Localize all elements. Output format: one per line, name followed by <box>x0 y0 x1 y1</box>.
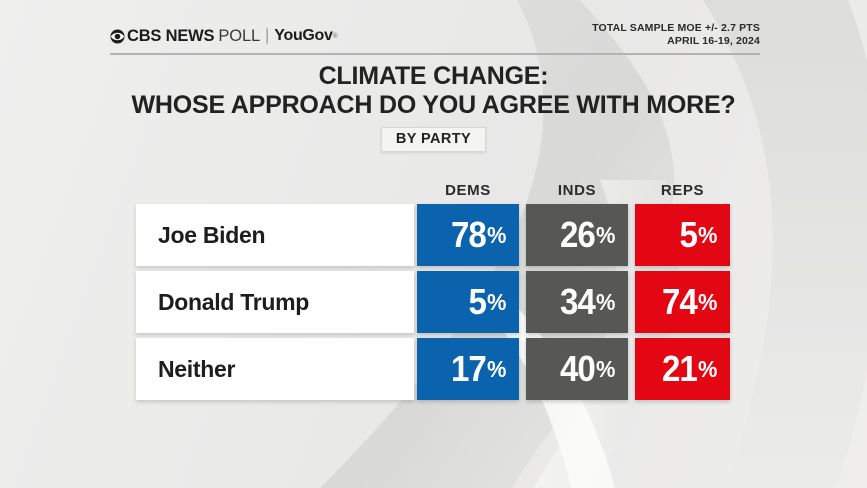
value-cell-reps: 74 % <box>635 271 730 333</box>
percent-sign: % <box>486 221 506 248</box>
header-divider <box>110 53 760 55</box>
value-number: 21 <box>661 348 698 389</box>
moe-line: TOTAL SAMPLE MOE +/- 2.7 PTS <box>592 22 760 34</box>
value-number: 34 <box>559 281 596 322</box>
cbs-news-poll-logo: CBS NEWS POLL | YouGov ® <box>110 24 338 48</box>
table-row: Joe Biden 78 % 26 % 5 % <box>136 204 730 266</box>
value-number: 17 <box>450 348 487 389</box>
value-cell-inds: 40 % <box>526 338 628 400</box>
value-number: 5 <box>679 214 697 255</box>
yougov-trademark-icon: ® <box>332 32 338 40</box>
column-header-dems: DEMS <box>445 182 491 199</box>
title-line-2: WHOSE APPROACH DO YOU AGREE WITH MORE? <box>131 90 736 119</box>
value-number: 74 <box>661 281 698 322</box>
value-number: 5 <box>468 281 486 322</box>
row-label: Joe Biden <box>158 221 266 248</box>
value-cell-dems: 78 % <box>417 204 519 266</box>
subtitle-chip: BY PARTY <box>380 127 487 152</box>
row-label: Neither <box>158 355 236 382</box>
table-row: Neither 17 % 40 % 21 % <box>136 338 730 400</box>
row-label-cell: Neither <box>136 338 414 400</box>
percent-sign: % <box>697 288 717 315</box>
margin-of-error-block: TOTAL SAMPLE MOE +/- 2.7 PTS APRIL 16-19… <box>592 22 760 48</box>
percent-sign: % <box>697 355 717 382</box>
row-label-cell: Donald Trump <box>136 271 414 333</box>
value-number: 78 <box>450 214 487 255</box>
percent-sign: % <box>697 221 717 248</box>
value-cell-reps: 21 % <box>635 338 730 400</box>
percent-sign: % <box>595 288 615 315</box>
poll-date-line: APRIL 16-19, 2024 <box>667 35 760 48</box>
column-header-inds: INDS <box>557 182 597 199</box>
poll-text: POLL <box>218 26 261 45</box>
row-label-cell: Joe Biden <box>136 204 414 266</box>
title-line-1: CLIMATE CHANGE: <box>318 62 549 90</box>
table-row: Donald Trump 5 % 34 % 74 % <box>136 271 730 333</box>
column-header-reps: REPS <box>660 182 705 199</box>
percent-sign: % <box>486 355 506 382</box>
value-cell-dems: 5 % <box>417 271 519 333</box>
column-header-row: DEMS INDS REPS <box>136 182 730 204</box>
cbs-eye-icon <box>110 29 125 43</box>
percent-sign: % <box>595 355 615 382</box>
value-number: 26 <box>559 214 596 255</box>
logo-separator: | <box>265 27 270 44</box>
value-number: 40 <box>559 348 596 389</box>
results-table: DEMS INDS REPS Joe Biden 78 % 26 % 5 % <box>136 182 730 400</box>
percent-sign: % <box>486 288 506 315</box>
value-cell-inds: 26 % <box>526 204 628 266</box>
row-label: Donald Trump <box>158 288 310 315</box>
header-row: CBS NEWS POLL | YouGov ® TOTAL SAMPLE MO… <box>110 22 760 52</box>
value-cell-inds: 34 % <box>526 271 628 333</box>
percent-sign: % <box>595 221 615 248</box>
value-cell-dems: 17 % <box>417 338 519 400</box>
yougov-text: YouGov <box>274 27 333 44</box>
title-block: CLIMATE CHANGE: WHOSE APPROACH DO YOU AG… <box>0 62 867 152</box>
value-cell-reps: 5 % <box>635 204 730 266</box>
cbs-news-text: CBS NEWS <box>127 26 215 45</box>
